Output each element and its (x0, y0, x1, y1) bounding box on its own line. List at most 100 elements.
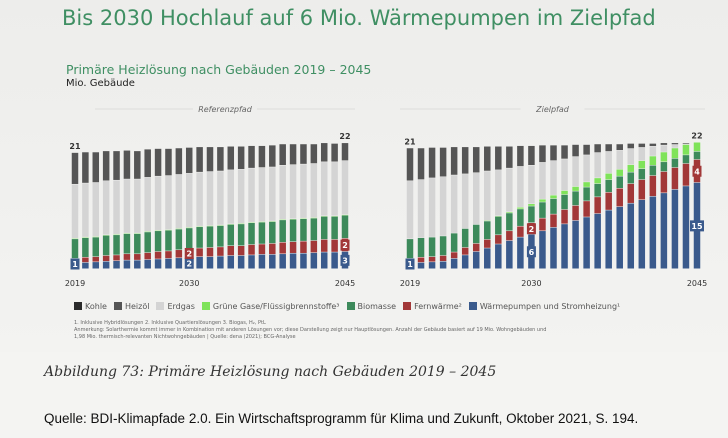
bar-segment-wärmepumpen-und-stromheizung- (638, 200, 646, 269)
bar-segment-biomasse (320, 216, 328, 240)
bar-segment-erdgas (461, 174, 469, 229)
legend-label: Wärmepumpen und Stromheizung¹ (479, 302, 621, 311)
data-label-box (184, 257, 194, 269)
bar-segment-heizöl (406, 148, 414, 181)
bar-segment-biomasse (627, 172, 635, 184)
bar-segment-fernwärme- (320, 239, 328, 252)
bar-segment-wärmepumpen-und-stromheizung- (123, 260, 131, 269)
bar-segment-fernwärme- (165, 251, 172, 259)
bar-segment-erdgas (279, 165, 286, 220)
bar-segment-wärmepumpen-und-stromheizung- (144, 259, 151, 269)
bar-segment-wärmepumpen-und-stromheizung- (289, 253, 297, 269)
x-tick-label: 2045 (335, 279, 355, 288)
bar-segment-biomasse (649, 165, 657, 176)
bar-segment-grüne-gase-flüssigbrennstoffe- (660, 152, 668, 162)
bar-segment-fernwärme- (269, 243, 276, 255)
bar-segment-grüne-gase-flüssigbrennstoffe- (671, 148, 679, 159)
legend-item: Heizöl (113, 302, 149, 311)
bar-segment-grüne-gase-flüssigbrennstoffe- (539, 199, 546, 202)
bar-segment-heizöl (495, 146, 502, 170)
bar-segment-heizöl (517, 145, 524, 167)
bar-segment-erdgas (175, 174, 183, 229)
bar-segment-heizöl (92, 152, 100, 183)
bar-segment-erdgas (406, 181, 414, 239)
data-label: 4 (694, 167, 700, 176)
bar-segment-fernwärme- (113, 255, 120, 261)
bar-segment-wärmepumpen-und-stromheizung- (134, 260, 141, 269)
bar-segment-heizöl (237, 146, 245, 170)
bar-segment-fernwärme- (217, 247, 224, 256)
bar-segment-fernwärme- (627, 183, 635, 203)
bar-segment-erdgas (660, 145, 668, 152)
bar-segment-fernwärme- (594, 197, 601, 214)
legend: Kohle Heizöl Erdgas Grüne Gase/Flüssigbrenn… (74, 302, 620, 311)
bar-segment-biomasse (484, 221, 491, 240)
bar-segment-heizöl (484, 146, 491, 171)
bar-segment-wärmepumpen-und-stromheizung- (682, 186, 690, 269)
bar-segment-heizöl (428, 147, 436, 178)
bar-segment-fernwärme- (561, 209, 568, 224)
bar-segment-fernwärme- (439, 255, 447, 262)
bar-segment-heizöl (671, 143, 679, 145)
bar-segment-biomasse (417, 237, 425, 257)
bar-segment-heizöl (123, 150, 131, 179)
bar-segment-fernwärme- (671, 167, 679, 190)
bar-segment-heizöl (682, 143, 690, 144)
bar-segment-erdgas (671, 144, 679, 148)
bar-segment-biomasse (406, 239, 414, 259)
bar-segment-fernwärme- (310, 240, 318, 253)
bar-segment-fernwärme- (134, 254, 141, 260)
bar-segment-fernwärme- (461, 247, 469, 255)
bar-segment-biomasse (341, 215, 349, 239)
bar-segment-erdgas (528, 165, 535, 204)
bar-segment-erdgas (550, 160, 557, 195)
bar-segment-fernwärme- (123, 254, 131, 260)
bar-segment-heizöl (649, 143, 657, 147)
bar-segment-wärmepumpen-und-stromheizung- (550, 227, 557, 269)
bar-segment-erdgas (206, 171, 214, 226)
bar-segment-wärmepumpen-und-stromheizung- (671, 189, 679, 269)
bar-segment-erdgas (484, 171, 491, 221)
bar-segment-wärmepumpen-und-stromheizung- (217, 256, 224, 269)
bar-segment-heizöl (341, 143, 349, 161)
figure-caption: Abbildung 73: Primäre Heizlösung nach Ge… (44, 364, 497, 380)
data-label-box (184, 247, 194, 259)
bar-segment-biomasse (217, 225, 224, 247)
bar-segment-biomasse (154, 231, 162, 252)
bar-segment-grüne-gase-flüssigbrennstoffe- (649, 156, 657, 165)
bar-segment-erdgas (594, 152, 601, 178)
bar-segment-biomasse (144, 232, 151, 253)
bar-segment-heizöl (627, 143, 635, 149)
bar-segment-biomasse (300, 218, 307, 241)
bar-segment-biomasse (331, 216, 338, 240)
bar-segment-wärmepumpen-und-stromheizung- (154, 259, 162, 269)
data-label-box (526, 246, 536, 258)
panel-title: Referenzpfad (198, 105, 252, 114)
bar-segment-heizöl (320, 143, 328, 162)
bar-segment-fernwärme- (517, 226, 524, 237)
data-label: 1 (407, 260, 413, 269)
bar-segment-wärmepumpen-und-stromheizung- (310, 252, 318, 269)
bar-segment-fernwärme- (102, 255, 110, 262)
bar-segment-biomasse (539, 202, 546, 218)
total-label: 22 (339, 132, 350, 141)
data-label-box (690, 220, 704, 232)
bar-segment-heizöl (227, 146, 235, 170)
bar-segment-erdgas (539, 162, 546, 199)
bar-segment-fernwärme- (638, 179, 646, 200)
bar-segment-erdgas (237, 169, 245, 224)
bar-segment-erdgas (572, 156, 579, 187)
panel-title: Zielpfad (535, 105, 570, 114)
bar-segment-biomasse (605, 179, 612, 193)
bar-segment-heizöl (289, 144, 297, 165)
bar-segment-fernwärme- (495, 235, 502, 244)
bar-segment-biomasse (82, 237, 89, 257)
bar-segment-heizöl (594, 144, 601, 153)
bar-segment-erdgas (144, 177, 151, 232)
bar-segment-fernwärme- (82, 257, 89, 263)
bar-segment-erdgas (123, 179, 131, 233)
source-citation: Quelle: BDI-Klimapfade 2.0. Ein Wirtscha… (44, 411, 639, 426)
bar-segment-erdgas (506, 168, 513, 212)
bar-segment-biomasse (506, 213, 513, 231)
